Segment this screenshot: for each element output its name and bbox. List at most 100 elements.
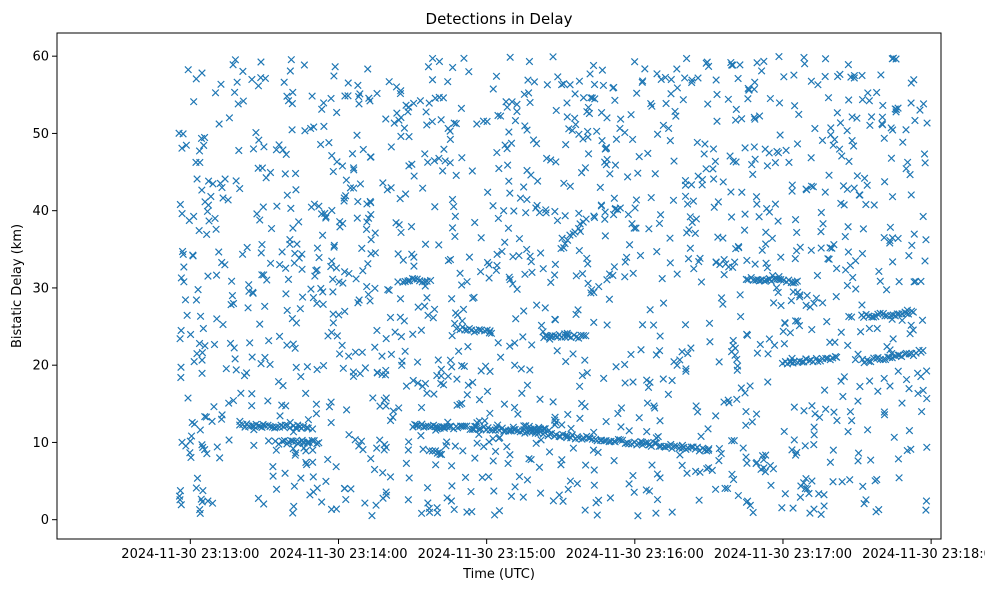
detection-point [922, 506, 930, 514]
detection-point [793, 317, 802, 325]
detection-point [621, 258, 630, 266]
detection-point [447, 363, 456, 371]
detection-point [464, 381, 473, 389]
detection-point [844, 223, 852, 231]
detection-point [680, 74, 689, 82]
detection-point [885, 353, 894, 362]
detection-point [621, 379, 629, 387]
detection-point [331, 63, 339, 71]
detection-point [761, 468, 770, 476]
detection-point [662, 99, 670, 108]
x-axis-label: Time (UTC) [462, 567, 535, 582]
detection-point [307, 285, 315, 293]
detection-point [479, 117, 488, 125]
detection-point [641, 439, 650, 447]
detection-point [396, 295, 405, 303]
detection-point [634, 169, 642, 177]
detection-point [232, 177, 240, 185]
detection-point [882, 286, 891, 294]
detection-point [258, 164, 267, 172]
detection-point [292, 363, 300, 372]
detection-point [811, 410, 819, 418]
detection-point [917, 407, 926, 416]
detection-point [923, 394, 931, 403]
detection-point [602, 417, 610, 426]
detection-point [345, 269, 353, 278]
detection-point [748, 418, 757, 426]
detection-point [921, 159, 929, 167]
detection-point [551, 413, 559, 422]
detection-point [481, 417, 489, 425]
detection-point [437, 450, 446, 459]
detection-point [444, 124, 452, 133]
detection-point [817, 244, 825, 252]
detection-point [470, 218, 479, 227]
detection-point [509, 252, 517, 261]
detection-point [664, 124, 673, 133]
detection-point [777, 275, 785, 284]
detection-point [630, 224, 638, 232]
detection-point [923, 443, 931, 452]
detection-point [242, 369, 251, 377]
detection-point [335, 311, 343, 319]
detection-point [225, 114, 234, 122]
detection-point [623, 173, 632, 181]
detection-point [478, 473, 486, 482]
detection-point [750, 85, 758, 93]
detection-point [372, 501, 380, 509]
detection-point [431, 422, 440, 431]
detection-point [228, 291, 237, 300]
detection-point [627, 350, 635, 359]
detection-point [825, 255, 833, 264]
detection-point [475, 395, 484, 404]
detection-point [186, 449, 194, 457]
detection-point [465, 253, 474, 261]
detection-point [792, 247, 801, 255]
detection-point [356, 180, 365, 188]
detection-point [847, 416, 856, 425]
detection-point [248, 389, 256, 398]
detection-point [190, 357, 198, 366]
detection-point [495, 164, 503, 173]
detection-point [230, 88, 239, 97]
detection-point [780, 427, 788, 436]
detection-point [886, 223, 895, 232]
detection-point [584, 279, 592, 288]
detection-point [413, 358, 422, 366]
detection-point [357, 437, 366, 445]
detection-point [714, 233, 722, 241]
detection-point [289, 224, 297, 232]
detection-point [555, 491, 564, 499]
detection-point [820, 386, 829, 394]
detection-point [525, 57, 534, 66]
detection-point [788, 187, 796, 195]
detection-point [823, 317, 831, 326]
detection-point [790, 403, 799, 411]
detection-point [819, 220, 827, 228]
detection-point [601, 232, 610, 240]
detection-point [485, 329, 494, 337]
detection-point [912, 349, 920, 357]
detection-point [450, 119, 458, 127]
detection-point [832, 264, 841, 273]
detection-point [430, 157, 439, 165]
y-axis-ticks: 0 10 20 30 40 50 60 [32, 50, 57, 528]
detection-point [563, 99, 571, 107]
detection-point [722, 260, 730, 268]
detection-point [493, 148, 501, 157]
detection-point [286, 67, 295, 75]
detection-point [446, 255, 455, 264]
detection-point [919, 100, 928, 108]
detection-point [345, 430, 353, 439]
detection-point [404, 438, 413, 446]
detection-point [356, 369, 364, 378]
detection-point [646, 305, 654, 314]
detection-point [390, 119, 399, 127]
detection-point [348, 150, 357, 158]
detection-point [315, 253, 323, 262]
detection-point [394, 404, 403, 412]
detection-point [351, 348, 360, 356]
detection-point [664, 390, 673, 399]
detection-point [523, 166, 531, 175]
detection-point [902, 375, 911, 384]
